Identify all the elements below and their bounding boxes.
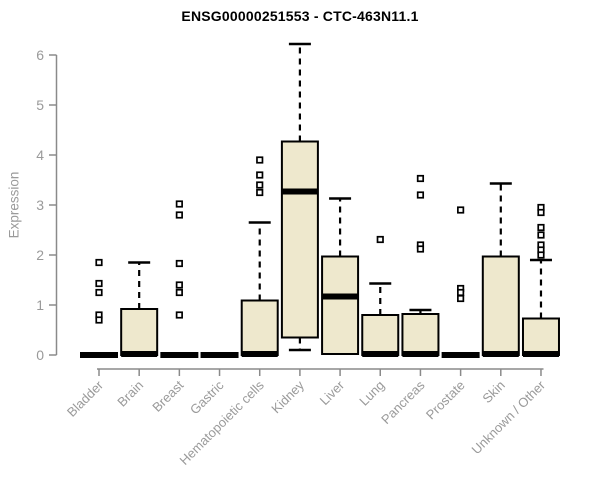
outlier-point-bladder: [95, 279, 103, 288]
outlier-point-bladder: [95, 258, 103, 267]
chart-title: ENSG00000251553 - CTC-463N11.1: [181, 8, 419, 24]
x-tick-label-unknown-other: Unknown / Other: [469, 377, 549, 457]
outlier-point-bladder: [95, 316, 103, 324]
y-tick-label: 3: [36, 197, 44, 213]
box-unknown-other: [521, 317, 560, 356]
outlier-point-bladder: [95, 288, 103, 297]
x-tick-label-breast: Breast: [149, 377, 186, 414]
y-tick-label: 5: [36, 97, 44, 113]
outlier-point-unknown-other: [537, 208, 545, 217]
x-tick-label-pancreas: Pancreas: [378, 377, 428, 427]
x-tick-label-skin: Skin: [479, 378, 507, 406]
y-tick-label: 0: [36, 347, 44, 363]
outlier-point-lung: [376, 235, 384, 244]
outlier-point-breast: [175, 200, 183, 208]
x-tick-label-brain: Brain: [114, 378, 146, 410]
outlier-point-unknown-other: [537, 251, 545, 259]
x-tick-label-lung: Lung: [356, 378, 387, 409]
outlier-point-hematopoietic-cells: [256, 156, 264, 164]
outlier-point-prostate: [457, 294, 465, 303]
y-tick-label: 1: [36, 297, 44, 313]
box-lung: [361, 314, 400, 356]
outlier-point-unknown-other: [537, 223, 545, 232]
x-tick-label-bladder: Bladder: [64, 377, 107, 420]
outlier-point-breast: [175, 311, 183, 319]
y-tick-label: 2: [36, 247, 44, 263]
x-tick-label-liver: Liver: [317, 377, 348, 408]
box-skin: [481, 255, 520, 356]
box-liver: [321, 255, 360, 355]
outlier-point-prostate: [457, 206, 465, 214]
y-tick-label: 4: [36, 147, 44, 163]
outlier-point-breast: [175, 259, 183, 268]
outlier-point-pancreas: [416, 245, 425, 253]
y-tick-label: 6: [36, 47, 44, 63]
outlier-point-breast: [175, 281, 183, 289]
outlier-point-pancreas: [416, 174, 425, 183]
x-tick-label-kidney: Kidney: [268, 377, 307, 416]
outlier-point-hematopoietic-cells: [256, 171, 264, 179]
outlier-point-breast: [175, 211, 183, 219]
outlier-point-hematopoietic-cells: [256, 181, 264, 189]
outlier-point-unknown-other: [537, 231, 545, 239]
box-hematopoietic-cells: [240, 299, 279, 356]
box-pancreas: [401, 313, 440, 356]
outlier-point-prostate: [457, 288, 465, 297]
x-tick-label-prostate: Prostate: [423, 378, 468, 423]
box-brain: [120, 308, 159, 356]
outlier-point-pancreas: [416, 191, 425, 199]
box-kidney: [280, 140, 319, 339]
outlier-point-hematopoietic-cells: [256, 188, 264, 197]
x-tick-label-gastric: Gastric: [187, 377, 227, 417]
outlier-point-breast: [175, 288, 183, 297]
